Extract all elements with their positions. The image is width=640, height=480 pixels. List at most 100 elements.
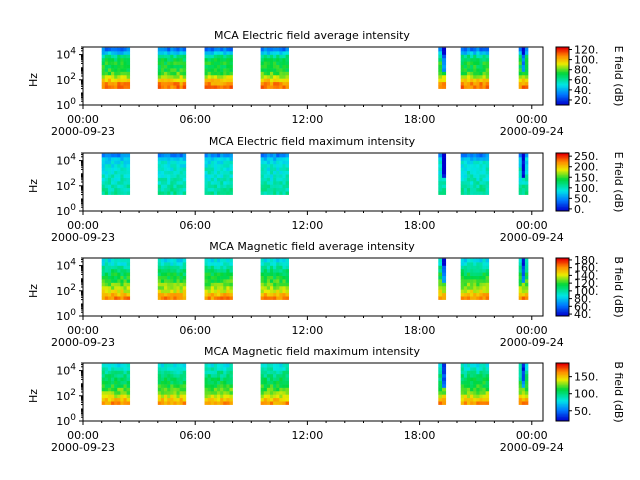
spectrogram-cell — [126, 292, 131, 297]
spectrogram-cell — [111, 394, 115, 399]
spectrogram-cell — [276, 394, 280, 399]
spectrogram-cell — [167, 160, 171, 165]
spectrogram-cell — [176, 54, 180, 59]
spectrogram-cell — [442, 367, 447, 371]
spectrogram-cell — [213, 363, 218, 368]
spectrogram-cell — [210, 184, 215, 189]
spectrogram-cell — [438, 285, 443, 290]
spectrogram-cell — [157, 394, 162, 399]
colorbar-swatch — [556, 269, 569, 272]
spectrogram-cell — [482, 47, 486, 52]
spectrogram-cell — [518, 191, 523, 195]
spectrogram-cell — [204, 180, 208, 185]
spectrogram-cell — [111, 285, 115, 290]
spectrogram-cell — [276, 78, 280, 83]
spectrogram-cell — [117, 279, 121, 283]
spectrogram-cell — [460, 292, 465, 297]
spectrogram-cell — [123, 265, 127, 270]
spectrogram-cell — [279, 397, 283, 402]
spectrogram-cell — [263, 177, 268, 182]
spectrogram-cell — [282, 289, 286, 294]
spectrogram-cell — [476, 265, 480, 270]
spectrogram-cell — [207, 363, 212, 368]
spectrogram-cell — [485, 177, 490, 182]
spectrogram-cell — [164, 380, 168, 385]
spectrogram-cell — [266, 296, 271, 300]
spectrogram-cell — [101, 157, 106, 161]
spectrogram-cell — [438, 265, 443, 270]
spectrogram-cell — [521, 397, 526, 402]
spectrogram-cell — [123, 282, 127, 287]
spectrogram-cell — [179, 370, 184, 375]
spectrogram-cell — [182, 184, 187, 189]
spectrogram-cell — [485, 262, 490, 266]
spectrogram-cell — [460, 296, 465, 300]
spectrogram-cell — [276, 387, 280, 392]
spectrogram-cell — [460, 387, 465, 392]
spectrogram-cell — [217, 54, 221, 59]
spectrogram-cell — [173, 64, 177, 69]
data-segment — [438, 153, 447, 195]
spectrogram-cell — [120, 68, 124, 72]
spectrogram-cell — [111, 180, 115, 185]
spectrogram-cell — [220, 397, 224, 402]
spectrogram-cell — [282, 157, 286, 161]
spectrogram-cell — [182, 292, 187, 297]
spectrogram-cell — [170, 370, 174, 375]
spectrogram-cell — [470, 275, 474, 280]
spectrogram-cell — [521, 258, 526, 263]
spectrogram-cell — [285, 373, 289, 378]
spectrogram-cell — [282, 370, 286, 375]
spectrogram-cell — [223, 74, 227, 79]
spectrogram-cell — [226, 258, 230, 263]
spectrogram-cell — [210, 367, 215, 371]
spectrogram-cell — [114, 258, 118, 263]
spectrogram-cell — [476, 170, 480, 175]
spectrogram-cell — [123, 394, 127, 399]
spectrogram-cell — [460, 174, 465, 178]
colorbar-swatch — [556, 279, 569, 282]
spectrogram-cell — [164, 61, 168, 66]
colorbar-swatch — [556, 409, 569, 412]
spectrogram-cell — [229, 47, 233, 52]
spectrogram-cell — [213, 397, 218, 402]
spectrogram-cell — [107, 61, 112, 66]
spectrogram-cell — [123, 61, 127, 66]
spectrogram-cell — [276, 163, 280, 168]
spectrogram-cell — [470, 57, 474, 62]
spectrogram-cell — [226, 51, 230, 55]
spectrogram-cell — [104, 68, 109, 72]
colorbar-swatch — [556, 415, 569, 418]
spectrogram-cell — [276, 170, 280, 175]
spectrogram-cell — [463, 292, 468, 297]
spectrogram-cell — [460, 157, 465, 161]
spectrogram-cell — [470, 373, 474, 378]
spectrogram-cell — [276, 265, 280, 270]
spectrogram-cell — [282, 394, 286, 399]
spectrogram-cell — [210, 71, 215, 76]
colorbar-swatch — [556, 285, 569, 288]
spectrogram-cell — [226, 78, 230, 83]
colorbar-swatch — [556, 384, 569, 387]
spectrogram-cell — [279, 57, 283, 62]
spectrogram-cell — [167, 367, 171, 371]
spectrogram-cell — [176, 167, 180, 172]
spectrogram-cell — [173, 275, 177, 280]
spectrogram-cell — [482, 61, 486, 66]
spectrogram-cell — [179, 265, 184, 270]
spectrogram-cell — [482, 74, 486, 79]
spectrogram-cell — [518, 377, 523, 382]
spectrogram-cell — [438, 292, 443, 297]
spectrogram-cell — [479, 61, 483, 66]
spectrogram-cell — [117, 187, 121, 192]
spectrogram-cell — [479, 78, 483, 83]
spectrogram-cell — [204, 187, 208, 192]
spectrogram-cell — [207, 394, 212, 399]
colorbar-swatch — [556, 193, 569, 196]
spectrogram-cell — [173, 184, 177, 189]
spectrogram-cell — [463, 174, 468, 178]
spectrogram-cell — [442, 68, 447, 72]
spectrogram-cell — [476, 370, 480, 375]
spectrogram-cell — [476, 81, 480, 86]
